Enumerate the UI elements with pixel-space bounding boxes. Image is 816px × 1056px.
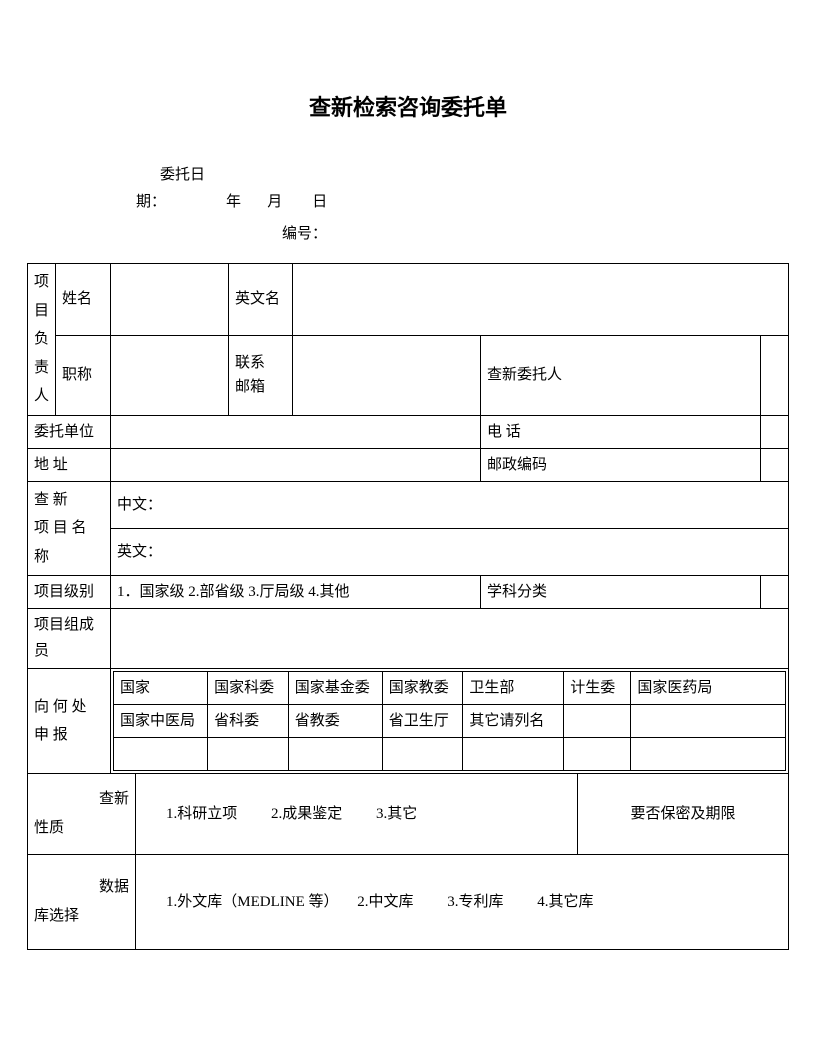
document-title: 查新检索咨询委托单 bbox=[27, 90, 789, 122]
table-row: 项目级别 1．国家级 2.部省级 3.厅局级 4.其他 学科分类 bbox=[28, 576, 789, 609]
wa-text1: 向 何 处 bbox=[34, 699, 87, 715]
agency-cell[interactable] bbox=[114, 738, 208, 771]
main-form-table: 项目负责人 姓名 英文名 职称 联系 邮箱 查新委托人 委托单位 电 话 bbox=[27, 263, 789, 774]
table-row: 国家中医局 省科委 省教委 省卫生厅 其它请列名 bbox=[114, 705, 786, 738]
agency-cell[interactable] bbox=[631, 738, 786, 771]
subject-class-label: 学科分类 bbox=[481, 576, 761, 609]
db-options[interactable]: 1.外文库（MEDLINE 等） 2.中文库 3.专利库 4.其它库 bbox=[136, 854, 789, 949]
novelty-client-label: 查新委托人 bbox=[481, 335, 761, 415]
agency-cell[interactable]: 国家科委 bbox=[208, 672, 289, 705]
year-label: 年 bbox=[226, 194, 241, 210]
agency-cell[interactable] bbox=[288, 738, 382, 771]
project-level-label: 项目级别 bbox=[28, 576, 111, 609]
agency-cell[interactable]: 国家基金委 bbox=[288, 672, 382, 705]
contact-email-text1: 联系 bbox=[235, 355, 265, 371]
agency-cell[interactable]: 国家中医局 bbox=[114, 705, 208, 738]
english-name-label: 英文名 bbox=[229, 264, 293, 336]
db-text2: 库选择 bbox=[34, 902, 79, 931]
address-field[interactable] bbox=[111, 448, 481, 481]
agencies-container: 国家 国家科委 国家基金委 国家教委 卫生部 计生委 国家医药局 国家中医局 省… bbox=[111, 669, 789, 774]
address-label: 地 址 bbox=[28, 448, 111, 481]
subject-class-field[interactable] bbox=[760, 576, 788, 609]
date-line-2: 期： 年 月 日 bbox=[136, 189, 789, 216]
agency-cell[interactable] bbox=[631, 705, 786, 738]
title-rank-field[interactable] bbox=[111, 335, 229, 415]
day-label: 日 bbox=[312, 194, 327, 210]
phone-label: 电 话 bbox=[481, 415, 761, 448]
table-row: 英文： bbox=[28, 528, 789, 575]
agency-cell[interactable]: 国家医药局 bbox=[631, 672, 786, 705]
agency-cell[interactable] bbox=[208, 738, 289, 771]
agency-cell[interactable]: 卫生部 bbox=[463, 672, 564, 705]
novelty-project-label: 查 新 项 目 名 称 bbox=[28, 481, 111, 576]
table-row: 向 何 处 申 报 国家 国家科委 国家基金委 国家教委 卫生部 计生委 国家医… bbox=[28, 669, 789, 774]
table-row: 查新 性质 1.科研立项 2.成果鉴定 3.其它 要否保密及期限 bbox=[28, 774, 789, 854]
english-name-field-2[interactable]: 英文： bbox=[111, 528, 789, 575]
where-apply-label: 向 何 处 申 报 bbox=[28, 669, 111, 774]
agency-cell[interactable] bbox=[463, 738, 564, 771]
table-row: 国家 国家科委 国家基金委 国家教委 卫生部 计生委 国家医药局 bbox=[114, 672, 786, 705]
table-row: 职称 联系 邮箱 查新委托人 bbox=[28, 335, 789, 415]
client-unit-field[interactable] bbox=[111, 415, 481, 448]
agency-cell[interactable] bbox=[382, 738, 463, 771]
agency-cell[interactable]: 省教委 bbox=[288, 705, 382, 738]
contact-email-label: 联系 邮箱 bbox=[229, 335, 293, 415]
table-row: 数据 库选择 1.外文库（MEDLINE 等） 2.中文库 3.专利库 4.其它… bbox=[28, 854, 789, 949]
contact-email-field[interactable] bbox=[293, 335, 481, 415]
project-members-field[interactable] bbox=[111, 609, 789, 669]
serial-label: 编号： bbox=[282, 226, 327, 242]
date-section: 委托日 期： 年 月 日 bbox=[160, 162, 789, 216]
agency-cell[interactable]: 其它请列名 bbox=[463, 705, 564, 738]
serial-section: 编号： bbox=[282, 222, 789, 243]
agency-cell[interactable]: 国家教委 bbox=[382, 672, 463, 705]
month-label: 月 bbox=[267, 194, 282, 210]
table-row: 委托单位 电 话 bbox=[28, 415, 789, 448]
postal-code-label: 邮政编码 bbox=[481, 448, 761, 481]
pm-text2: 员 bbox=[34, 643, 49, 659]
db-text1: 数据 bbox=[99, 879, 129, 895]
contact-email-text2: 邮箱 bbox=[235, 379, 265, 395]
novelty-nature-label: 查新 性质 bbox=[28, 774, 136, 854]
title-rank-label: 职称 bbox=[56, 335, 111, 415]
date-label-1: 委托日 bbox=[160, 162, 789, 189]
agency-cell[interactable] bbox=[564, 738, 631, 771]
agency-cell[interactable]: 省卫生厅 bbox=[382, 705, 463, 738]
nature-options[interactable]: 1.科研立项 2.成果鉴定 3.其它 bbox=[136, 774, 578, 854]
postal-code-field[interactable] bbox=[760, 448, 788, 481]
novelty-client-field[interactable] bbox=[760, 335, 788, 415]
table-row: 地 址 邮政编码 bbox=[28, 448, 789, 481]
table-row: 查 新 项 目 名 称 中文： bbox=[28, 481, 789, 528]
pm-text1: 项目组成 bbox=[34, 617, 94, 633]
confidential-label: 要否保密及期限 bbox=[578, 774, 789, 854]
agency-cell[interactable]: 国家 bbox=[114, 672, 208, 705]
agency-cell[interactable]: 计生委 bbox=[564, 672, 631, 705]
name-label: 姓名 bbox=[56, 264, 111, 336]
table-row bbox=[114, 738, 786, 771]
np-text1: 查 新 bbox=[34, 492, 68, 508]
nn-text1: 查新 bbox=[99, 791, 129, 807]
client-unit-label: 委托单位 bbox=[28, 415, 111, 448]
english-name-field[interactable] bbox=[293, 264, 789, 336]
project-level-options[interactable]: 1．国家级 2.部省级 3.厅局级 4.其他 bbox=[111, 576, 481, 609]
project-leader-label: 项目负责人 bbox=[28, 264, 56, 416]
bottom-table: 查新 性质 1.科研立项 2.成果鉴定 3.其它 要否保密及期限 数据 库选择 … bbox=[27, 774, 789, 950]
date-label-2: 期： bbox=[136, 194, 166, 210]
agency-cell[interactable]: 省科委 bbox=[208, 705, 289, 738]
agencies-table: 国家 国家科委 国家基金委 国家教委 卫生部 计生委 国家医药局 国家中医局 省… bbox=[113, 671, 786, 771]
name-field[interactable] bbox=[111, 264, 229, 336]
np-text2: 项 目 名 bbox=[34, 520, 87, 536]
nn-text2: 性质 bbox=[34, 814, 64, 843]
project-members-label: 项目组成 员 bbox=[28, 609, 111, 669]
agency-cell[interactable] bbox=[564, 705, 631, 738]
phone-field[interactable] bbox=[760, 415, 788, 448]
np-text3: 称 bbox=[34, 549, 49, 565]
chinese-name-field[interactable]: 中文： bbox=[111, 481, 789, 528]
db-select-label: 数据 库选择 bbox=[28, 854, 136, 949]
table-row: 项目组成 员 bbox=[28, 609, 789, 669]
wa-text2: 申 报 bbox=[34, 727, 68, 743]
table-row: 项目负责人 姓名 英文名 bbox=[28, 264, 789, 336]
